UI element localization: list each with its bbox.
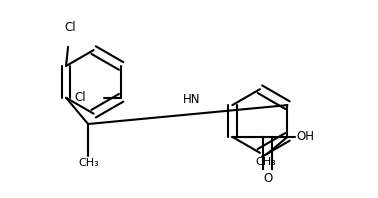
Text: CH₃: CH₃ <box>256 157 276 167</box>
Text: Cl: Cl <box>64 21 76 34</box>
Text: Cl: Cl <box>75 91 87 104</box>
Text: OH: OH <box>296 130 314 143</box>
Text: CH₃: CH₃ <box>79 158 99 168</box>
Text: O: O <box>263 172 272 185</box>
Text: HN: HN <box>183 93 200 106</box>
